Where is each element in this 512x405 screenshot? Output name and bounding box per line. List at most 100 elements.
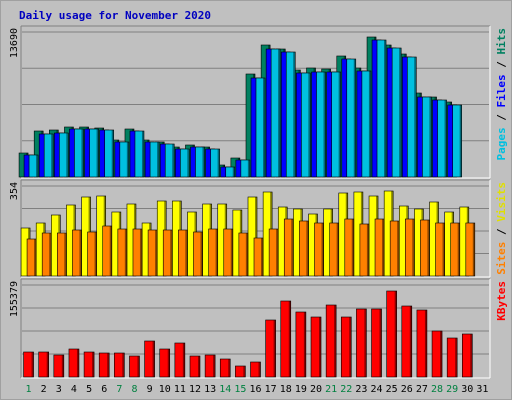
bar-fill: [397, 54, 407, 177]
chart-panels: 13690 Pages / Files / Hits 354 Sites / Visi…: [9, 25, 508, 379]
bar-pages-day-18: [285, 51, 296, 178]
bar-outline: [225, 166, 236, 178]
bar-outline: [41, 232, 52, 277]
bar-outline: [53, 354, 65, 378]
bar-shadow: [217, 149, 220, 177]
bar-outline: [386, 290, 397, 378]
bar-fill: [314, 223, 324, 276]
bar-fill: [24, 155, 34, 177]
bar-shadow: [202, 147, 205, 177]
bar-fill: [265, 320, 276, 377]
bar-fill: [371, 309, 382, 377]
bar-outline: [193, 231, 203, 277]
bar-fill: [163, 230, 173, 276]
bar-fill: [369, 196, 379, 276]
x-tick-label-21: 21: [325, 384, 337, 395]
bar-shadow: [51, 134, 54, 177]
bar-fill: [316, 72, 326, 177]
bar-fill: [84, 352, 95, 377]
bar-outline: [346, 58, 357, 178]
bar-fill: [326, 72, 336, 177]
bar-fill: [172, 201, 182, 276]
series-hits: [18, 36, 452, 178]
bar-pages-day-12: [195, 146, 205, 178]
bar-sites-day-21: [329, 222, 339, 277]
bar-kbytes-day-1: [23, 351, 34, 378]
bar-shadow: [31, 352, 34, 377]
bar-fill: [344, 219, 354, 276]
bar-shadow: [64, 233, 67, 276]
bar-shadow: [444, 100, 447, 177]
x-tick-label-17: 17: [265, 384, 277, 395]
x-tick-label-27: 27: [416, 384, 428, 395]
legend-part: Sites: [495, 242, 508, 275]
legend-part: /: [495, 108, 508, 128]
bar-pages-day-25: [391, 47, 402, 178]
bar-shadow: [368, 71, 371, 177]
bar-fill: [81, 197, 91, 276]
bar-shadow: [470, 334, 473, 377]
bar-kbytes-day-25: [386, 290, 397, 378]
bar-shadow: [366, 224, 369, 276]
x-tick-label-18: 18: [280, 384, 292, 395]
bar-fill: [367, 37, 377, 177]
bar-outline: [446, 337, 458, 378]
bar-outline: [270, 48, 281, 178]
bar-sites-day-20: [314, 222, 324, 277]
x-tick-label-2: 2: [41, 384, 47, 395]
bar-fill: [422, 97, 432, 177]
bar-shadow: [397, 221, 400, 276]
bar-fill: [160, 144, 170, 177]
bar-shadow: [61, 355, 64, 377]
bar-fill: [392, 48, 402, 177]
series-sites: [26, 218, 476, 277]
bar-fill: [109, 140, 119, 177]
bar-pages-day-24: [376, 39, 387, 178]
bar-fill: [261, 45, 271, 177]
bar-fill: [175, 149, 185, 177]
bar-kbytes-day-22: [340, 316, 352, 378]
bar-outline: [223, 228, 234, 277]
bar-kbytes-day-18: [280, 300, 292, 378]
x-tick-label-29: 29: [446, 384, 458, 395]
bar-outline: [314, 222, 324, 277]
panel-hits-files-pages: 13690 Pages / Files / Hits: [9, 25, 508, 179]
bar-fill: [189, 356, 200, 377]
bar-outline: [356, 308, 367, 378]
bar-fill: [429, 202, 439, 276]
y-axis-max-label: 13690: [9, 28, 20, 58]
bar-shadow: [137, 356, 140, 377]
bar-kbytes-day-6: [98, 352, 110, 378]
bar-outline: [38, 351, 49, 378]
x-tick-label-10: 10: [159, 384, 171, 395]
bar-fill: [155, 142, 165, 177]
bar-outline: [164, 143, 175, 178]
bar-fill: [405, 219, 415, 276]
bar-fill: [437, 100, 447, 177]
bar-pages-day-23: [361, 70, 372, 178]
bar-shadow: [213, 355, 216, 377]
bar-fill: [180, 149, 190, 177]
bar-outline: [265, 319, 276, 378]
x-tick-label-14: 14: [219, 384, 231, 395]
bar-outline: [28, 154, 39, 178]
bar-pages-day-11: [180, 148, 190, 178]
bar-fill: [178, 230, 188, 276]
bar-fill: [114, 142, 124, 177]
bar-fill: [372, 40, 382, 177]
bar-fill: [102, 226, 112, 276]
bar-outline: [102, 225, 113, 277]
bar-fill: [230, 158, 240, 177]
bar-pages-day-7: [119, 141, 130, 178]
bar-fill: [96, 196, 106, 276]
bar-fill: [126, 204, 136, 276]
bar-fill: [377, 40, 387, 177]
bar-fill: [311, 317, 322, 377]
bar-fill: [442, 102, 452, 177]
bar-fill: [331, 72, 341, 177]
bar-shadow: [258, 362, 261, 377]
bar-kbytes-day-5: [83, 351, 95, 378]
bar-outline: [132, 228, 143, 277]
